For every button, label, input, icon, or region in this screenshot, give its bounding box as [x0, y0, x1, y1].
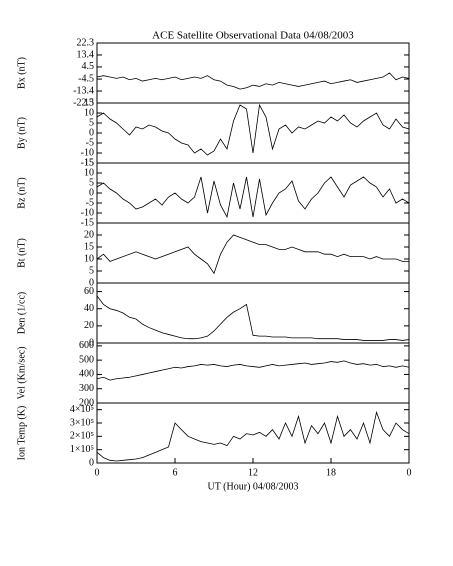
y-tick-label: 15	[84, 157, 94, 168]
panel-frame	[96, 342, 410, 404]
y-tick-label: 13.4	[77, 49, 95, 60]
y-axis-label: Den (1/cc)	[16, 292, 27, 334]
data-line	[96, 295, 410, 341]
y-tick-label: 5	[89, 177, 94, 188]
x-tick-label: 18	[326, 467, 336, 478]
y-tick-label: 22.3	[77, 37, 95, 48]
y-axis-label: Bz (nT)	[16, 177, 27, 208]
panel-frame	[96, 402, 410, 464]
y-axis-label: Bt (nT)	[16, 238, 27, 268]
y-tick-label: 0	[89, 187, 94, 198]
x-axis-label: UT (Hour) 04/08/2003	[208, 481, 299, 492]
y-tick-label: 0	[89, 127, 94, 138]
y-tick-label: 0	[89, 457, 94, 468]
y-tick-label: 500	[79, 354, 94, 365]
y-tick-label: 15	[84, 241, 94, 252]
x-tick-label: 0	[95, 467, 100, 478]
chart-title: ACE Satellite Observational Data 04/08/2…	[152, 30, 354, 42]
y-axis-label: By (nT)	[16, 117, 27, 149]
x-tick-label: 6	[173, 467, 178, 478]
y-tick-label: -15	[81, 217, 94, 228]
panel-frame	[96, 102, 410, 164]
y-tick-label: -15	[81, 157, 94, 168]
y-tick-label: -5	[86, 197, 94, 208]
y-axis-label: Bx (nT)	[16, 57, 27, 89]
y-tick-label: 300	[79, 383, 94, 394]
y-axis-label: Ion Temp (K)	[16, 406, 27, 461]
y-tick-label: 600	[79, 340, 94, 351]
y-tick-label: 2×10⁵	[70, 431, 94, 442]
data-line	[96, 176, 410, 219]
y-tick-label: 1×10⁵	[70, 444, 94, 455]
y-tick-label: 0	[89, 337, 94, 348]
y-tick-label: 60	[84, 286, 94, 297]
y-tick-label: -22.3	[73, 97, 94, 108]
y-tick-label: 5	[89, 117, 94, 128]
y-tick-label: 20	[84, 320, 94, 331]
y-tick-label: -10	[81, 147, 94, 158]
panel-frame	[96, 222, 410, 284]
data-line	[96, 72, 410, 90]
y-tick-label: 200	[79, 397, 94, 408]
panel-frame	[96, 162, 410, 224]
x-tick-label: 0	[407, 467, 412, 478]
y-tick-label: 0	[89, 277, 94, 288]
y-tick-label: 15	[84, 97, 94, 108]
y-tick-label: -5	[86, 137, 94, 148]
data-line	[96, 234, 409, 275]
y-tick-label: -10	[81, 207, 94, 218]
data-line	[96, 103, 410, 156]
data-line	[96, 410, 410, 462]
y-tick-label: 400	[79, 369, 94, 380]
y-tick-label: 10	[84, 253, 94, 264]
data-line	[96, 360, 410, 381]
y-tick-label: 20	[84, 229, 94, 240]
y-tick-label: 10	[84, 107, 94, 118]
y-tick-label: 4.5	[82, 61, 95, 72]
y-tick-label: 3×10⁵	[70, 417, 94, 428]
panel-frame	[96, 42, 410, 104]
y-tick-label: 4×10⁵	[70, 404, 94, 415]
y-tick-label: 5	[89, 265, 94, 276]
y-axis-label: Vel (Km/sec)	[16, 346, 27, 399]
y-tick-label: -4.5	[78, 73, 94, 84]
x-tick-label: 12	[248, 467, 258, 478]
y-tick-label: -13.4	[73, 85, 94, 96]
y-tick-label: 40	[84, 303, 94, 314]
y-tick-label: 10	[84, 167, 94, 178]
